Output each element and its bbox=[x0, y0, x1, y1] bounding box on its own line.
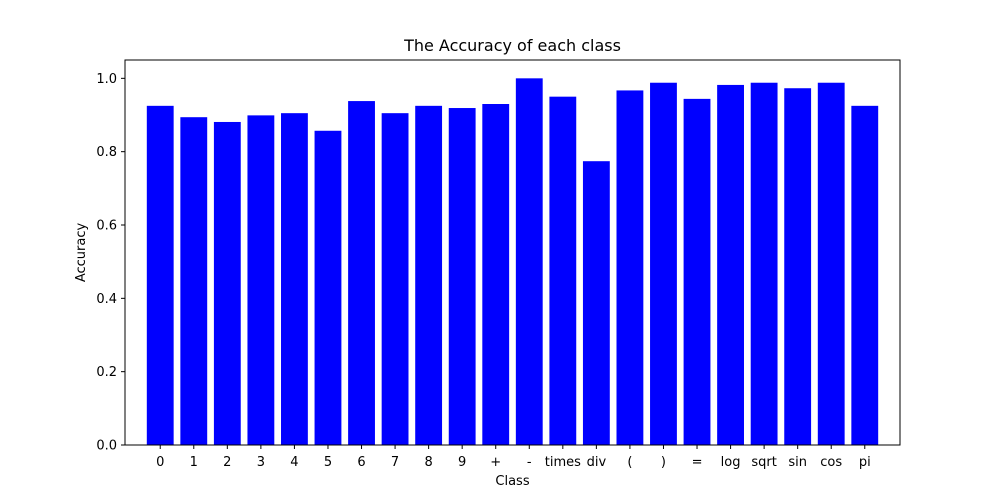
bar-9 bbox=[448, 108, 476, 445]
x-tick-label: 0 bbox=[156, 455, 164, 470]
bar-17 bbox=[717, 84, 744, 446]
y-axis-label: Accuracy bbox=[74, 223, 89, 283]
bar-1 bbox=[180, 117, 208, 445]
bar-12 bbox=[549, 96, 577, 446]
y-tick-label: 0.6 bbox=[96, 219, 117, 234]
x-tick-label: sin bbox=[788, 455, 807, 470]
bar-6 bbox=[348, 101, 375, 445]
y-tick-label: 0.2 bbox=[96, 365, 117, 380]
x-tick-label: times bbox=[545, 455, 581, 470]
plot-frame bbox=[124, 59, 901, 446]
bar-7 bbox=[381, 113, 409, 446]
bar-13 bbox=[582, 161, 610, 445]
x-axis-ticks: 0 1 2 3 4 5 6 7 8 9 + - times div () = log sqrt sin cos pi bbox=[156, 445, 871, 470]
bar-10 bbox=[482, 104, 510, 445]
x-tick-label: div bbox=[587, 455, 607, 470]
bar-8 bbox=[415, 105, 443, 445]
bar-0 bbox=[146, 105, 174, 445]
bar-5 bbox=[314, 130, 342, 445]
x-tick-label: 3 bbox=[257, 455, 265, 470]
bar-20 bbox=[817, 82, 845, 445]
x-tick-label: log bbox=[721, 455, 741, 470]
x-tick-label: 1 bbox=[190, 455, 198, 470]
y-tick-label: 0.8 bbox=[96, 145, 117, 160]
bar-16 bbox=[683, 98, 711, 446]
bar-19 bbox=[784, 88, 812, 445]
x-tick-label: 4 bbox=[290, 455, 298, 470]
bar-3 bbox=[247, 115, 275, 446]
x-tick-label: + bbox=[490, 455, 501, 470]
bars-group bbox=[146, 78, 879, 446]
x-tick-label: cos bbox=[820, 455, 842, 470]
bar-21 bbox=[851, 105, 879, 445]
bar-14 bbox=[616, 90, 644, 446]
chart-title: The Accuracy of each class bbox=[403, 36, 621, 55]
bar-18 bbox=[750, 82, 778, 445]
y-tick-label: 1.0 bbox=[96, 72, 117, 87]
x-tick-label: 7 bbox=[391, 455, 399, 470]
x-tick-label: 5 bbox=[324, 455, 332, 470]
y-tick-label: 0.4 bbox=[96, 292, 117, 307]
x-tick-label: ) bbox=[661, 455, 666, 470]
x-tick-label: ( bbox=[627, 455, 632, 470]
bar-11 bbox=[515, 78, 543, 445]
bar-15 bbox=[650, 82, 677, 445]
x-tick-label: 6 bbox=[357, 455, 365, 470]
x-tick-label: - bbox=[527, 455, 532, 470]
x-tick-label: sqrt bbox=[751, 455, 776, 470]
y-axis-ticks: 0.0 0.2 0.4 0.6 0.8 1.0 bbox=[96, 72, 125, 454]
y-tick-label: 0.0 bbox=[96, 439, 117, 454]
bar-4 bbox=[281, 113, 308, 446]
plot-background bbox=[125, 60, 900, 445]
x-tick-label: 2 bbox=[223, 455, 231, 470]
x-tick-label: 9 bbox=[458, 455, 466, 470]
x-tick-label: = bbox=[692, 455, 703, 470]
bar-2 bbox=[213, 121, 241, 445]
x-tick-label: 8 bbox=[424, 455, 432, 470]
x-axis-label: Class bbox=[495, 474, 529, 489]
x-tick-label: pi bbox=[859, 455, 871, 470]
